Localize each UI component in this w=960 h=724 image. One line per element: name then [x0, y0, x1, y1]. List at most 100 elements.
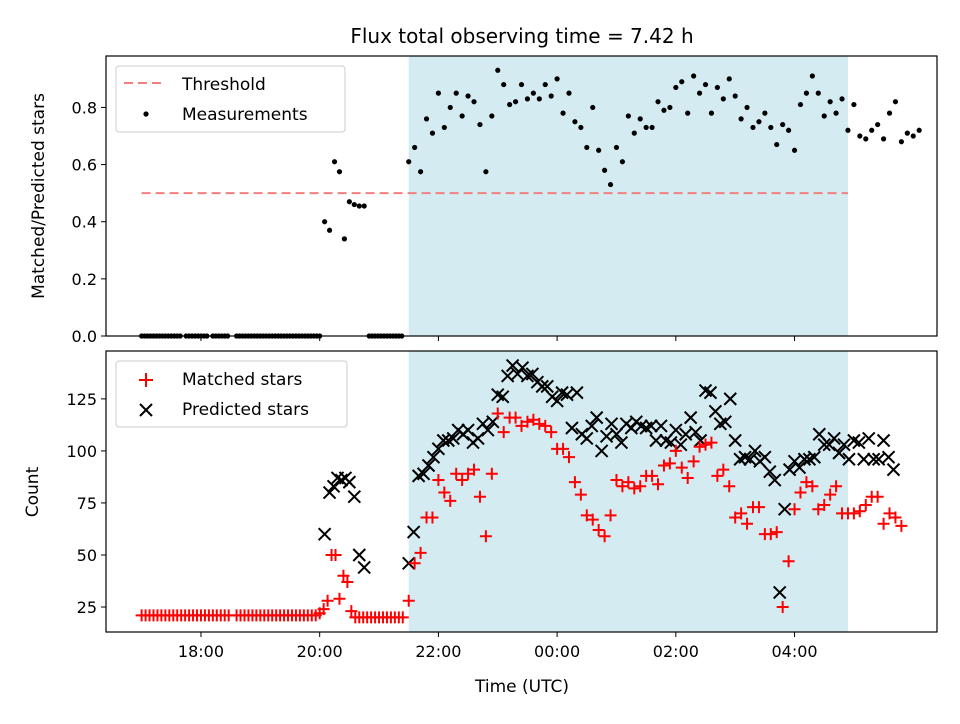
matched-star-point	[426, 511, 439, 524]
measurement-point	[637, 116, 643, 122]
matched-star-point	[497, 426, 510, 439]
measurement-point	[756, 119, 762, 125]
measurement-point	[554, 76, 560, 82]
predicted-star-point	[807, 450, 822, 464]
top-y-ticks: 0.0 0.2 0.4 0.6 0.8	[72, 98, 106, 346]
matched-star-point	[824, 488, 837, 501]
legend-threshold-label: Threshold	[181, 75, 266, 95]
measurement-point	[726, 76, 732, 82]
measurement-point	[803, 90, 810, 96]
legend-predicted-swatch	[139, 403, 153, 417]
predicted-star-point	[827, 431, 841, 446]
measurement-point	[892, 99, 899, 105]
matched-star-point	[830, 480, 843, 493]
predicted-star-point	[777, 502, 792, 516]
measurement-point	[685, 110, 691, 116]
matched-star-point	[788, 503, 801, 516]
measurement-point	[406, 159, 412, 165]
measurement-point	[744, 104, 750, 111]
observing-window-shade	[408, 56, 848, 336]
measurement-point	[331, 159, 338, 165]
matched-star-point	[586, 513, 599, 526]
matched-star-point	[628, 482, 641, 495]
measurement-point	[441, 124, 447, 131]
measurement-point	[886, 110, 893, 116]
matched-star-point	[491, 407, 504, 420]
measurement-point	[821, 113, 827, 119]
measurement-point	[655, 99, 661, 105]
bottom-legend: Matched stars Predicted stars	[115, 360, 348, 428]
predicted-star-point	[352, 548, 366, 562]
bottom-y-tick-label: 100	[66, 442, 97, 461]
measurement-point	[649, 124, 655, 131]
predicted-star-point	[525, 367, 540, 381]
measurement-point	[507, 101, 513, 108]
matched-star-point	[717, 463, 730, 476]
measurement-point	[904, 130, 910, 136]
predicted-star-point	[471, 431, 485, 446]
predicted-star-point	[334, 473, 349, 487]
predicted-star-point	[837, 437, 851, 452]
matched-star-point	[341, 576, 354, 589]
predicted-star-point	[703, 385, 718, 400]
predicted-star-point	[589, 410, 604, 425]
bottom-panel: Count Time (UTC) 25 50 75 100 125 18:00 20:00…	[23, 350, 938, 697]
measurement-point	[702, 81, 709, 88]
predicted-star-point	[570, 385, 584, 400]
legend-measurements-label: Measurements	[182, 105, 308, 125]
measurement-point	[910, 133, 916, 139]
predicted-star-point	[852, 435, 866, 450]
measurement-point	[322, 219, 328, 225]
predicted-star-point	[688, 425, 703, 439]
measurement-point	[661, 107, 667, 113]
measurement-point	[336, 169, 343, 175]
predicted-star-point	[594, 444, 609, 458]
predicted-star-point	[426, 450, 441, 464]
measurement-point	[471, 99, 477, 105]
matched-star-point	[450, 467, 463, 480]
measurement-point	[560, 110, 566, 116]
predicted-star-point	[748, 444, 762, 458]
measurement-point	[518, 81, 525, 88]
matched-star-point	[473, 490, 486, 503]
measurement-point	[530, 90, 536, 96]
matched-star-point	[770, 526, 783, 539]
measurement-point	[613, 144, 620, 151]
legend-measurements-swatch	[143, 111, 149, 117]
measurement-point	[845, 127, 851, 133]
predicted-star-point	[654, 419, 668, 433]
predicted-star-point	[431, 442, 446, 456]
matched-star-point	[634, 480, 647, 493]
measurement-point	[619, 159, 626, 165]
matched-star-point	[545, 426, 558, 439]
matched-star-point	[432, 474, 445, 487]
predicted-star-point	[565, 421, 579, 435]
matched-star-point	[574, 488, 587, 501]
top-panel: Flux total observing time = 7.42 h Match…	[29, 24, 938, 346]
predicted-star-point	[772, 585, 787, 600]
predicted-star-point	[535, 379, 549, 394]
measurement-point	[351, 201, 357, 208]
measurement-point	[453, 90, 459, 96]
measurement-point	[356, 203, 362, 209]
matched-star-point	[329, 548, 342, 561]
bottom-y-ticks: 25 50 75 100 125	[66, 390, 106, 617]
bottom-axes-frame	[105, 350, 938, 633]
x-axis-label: Time (UTC)	[474, 677, 569, 697]
matched-star-point	[889, 511, 902, 524]
measurement-point	[875, 121, 881, 128]
predicted-star-point	[347, 489, 362, 504]
measurement-point	[341, 236, 348, 242]
matched-star-point	[622, 476, 635, 489]
measurement-point	[590, 104, 596, 111]
matched-star-point	[776, 601, 789, 614]
predicted-star-point	[604, 417, 619, 431]
matched-star-point	[345, 605, 358, 618]
measurement-point	[489, 113, 495, 119]
top-y-tick-label: 0.6	[72, 156, 97, 175]
matched-star-point	[669, 444, 682, 457]
top-y-axis-label: Matched/Predicted stars	[29, 93, 49, 299]
measurement-point	[714, 84, 720, 91]
measurement-point	[412, 144, 418, 151]
measurement-point	[696, 90, 703, 96]
